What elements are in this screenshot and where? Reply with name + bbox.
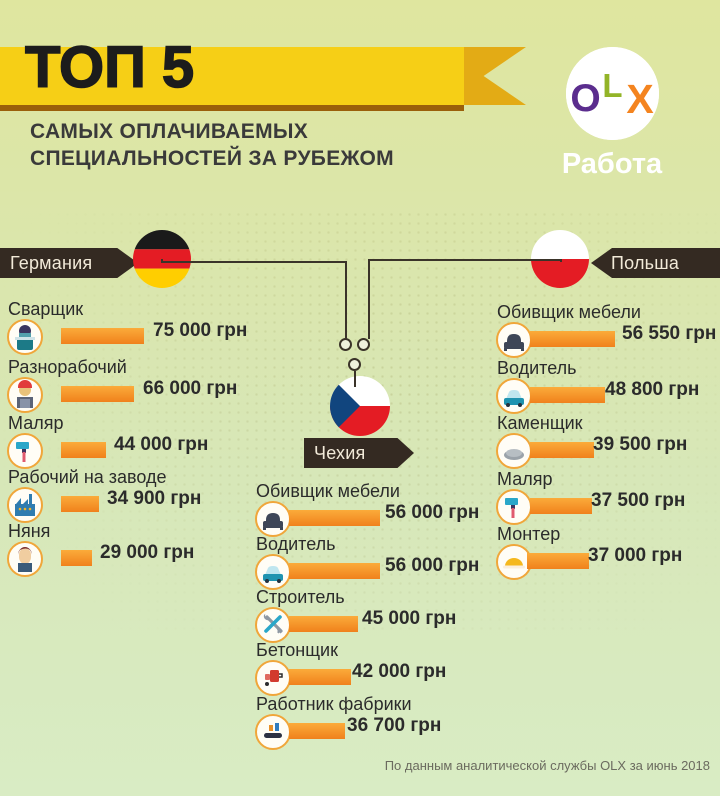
svg-text:X: X bbox=[626, 76, 653, 122]
svg-text:O: O bbox=[570, 77, 599, 120]
svg-text:L: L bbox=[602, 67, 622, 104]
